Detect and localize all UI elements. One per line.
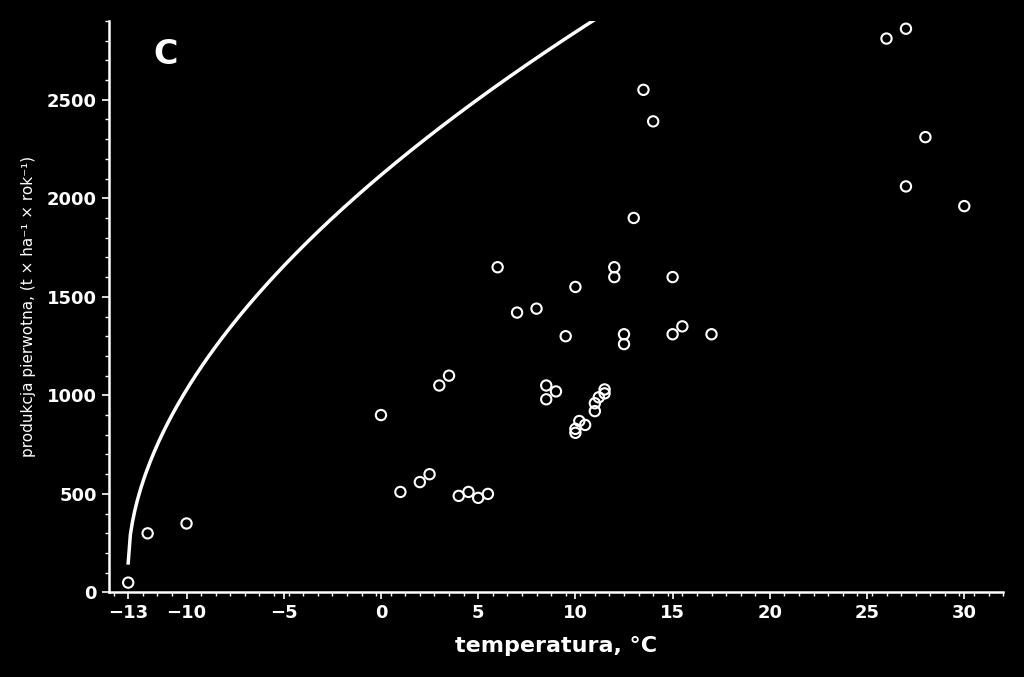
- Point: [665, 271, 681, 282]
- Point: [577, 420, 593, 431]
- Point: [120, 577, 136, 588]
- Point: [373, 410, 389, 420]
- Point: [918, 132, 934, 143]
- Text: C: C: [154, 38, 178, 71]
- Point: [587, 406, 603, 416]
- Point: [587, 398, 603, 409]
- Point: [596, 384, 612, 395]
- Point: [412, 477, 428, 487]
- Point: [451, 490, 467, 501]
- Point: [635, 85, 651, 95]
- Point: [139, 528, 156, 539]
- Point: [548, 386, 564, 397]
- Point: [538, 394, 554, 405]
- Point: [470, 492, 486, 503]
- Point: [615, 329, 632, 340]
- Point: [460, 487, 476, 498]
- Point: [596, 388, 612, 399]
- Point: [489, 262, 506, 273]
- Point: [615, 338, 632, 349]
- Point: [479, 489, 496, 500]
- Point: [606, 262, 623, 273]
- Point: [606, 271, 623, 282]
- Point: [674, 321, 690, 332]
- Point: [392, 487, 409, 498]
- Point: [645, 116, 662, 127]
- Point: [898, 23, 914, 34]
- Point: [440, 370, 457, 381]
- Point: [626, 213, 642, 223]
- Point: [178, 518, 195, 529]
- Point: [557, 331, 573, 342]
- Point: [879, 33, 895, 44]
- Point: [422, 468, 438, 479]
- Point: [665, 329, 681, 340]
- Point: [571, 416, 588, 427]
- Point: [703, 329, 720, 340]
- Point: [591, 392, 607, 403]
- Point: [567, 282, 584, 292]
- X-axis label: temperatura, °C: temperatura, °C: [455, 636, 657, 656]
- Point: [431, 380, 447, 391]
- Y-axis label: produkcja pierwotna, (t × ha⁻¹ × rok⁻¹): produkcja pierwotna, (t × ha⁻¹ × rok⁻¹): [20, 156, 36, 457]
- Point: [567, 423, 584, 434]
- Point: [567, 427, 584, 438]
- Point: [509, 307, 525, 318]
- Point: [898, 181, 914, 192]
- Point: [956, 200, 973, 211]
- Point: [538, 380, 554, 391]
- Point: [528, 303, 545, 314]
